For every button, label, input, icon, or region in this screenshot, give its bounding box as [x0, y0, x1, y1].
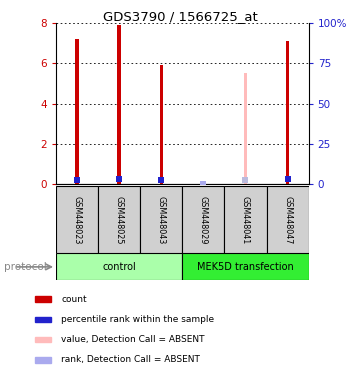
- Text: GSM448029: GSM448029: [199, 195, 208, 244]
- Bar: [35, 357, 51, 362]
- Bar: [266, 186, 309, 253]
- Bar: [35, 337, 51, 343]
- Bar: [160, 65, 163, 184]
- Bar: [35, 296, 51, 302]
- Text: MEK5D transfection: MEK5D transfection: [197, 262, 294, 272]
- Bar: [182, 253, 309, 280]
- Text: GSM448047: GSM448047: [283, 196, 292, 244]
- Bar: [75, 39, 79, 184]
- Bar: [117, 25, 121, 184]
- Text: count: count: [61, 295, 87, 304]
- Text: GDS3790 / 1566725_at: GDS3790 / 1566725_at: [103, 10, 258, 23]
- Text: control: control: [102, 262, 136, 272]
- Text: GSM448023: GSM448023: [73, 196, 82, 244]
- Text: value, Detection Call = ABSENT: value, Detection Call = ABSENT: [61, 335, 205, 344]
- Bar: [56, 186, 98, 253]
- Bar: [35, 316, 51, 322]
- Bar: [182, 186, 225, 253]
- Bar: [56, 253, 182, 280]
- Text: GSM448043: GSM448043: [157, 196, 166, 244]
- Bar: [286, 41, 289, 184]
- Text: protocol: protocol: [4, 262, 46, 272]
- Text: percentile rank within the sample: percentile rank within the sample: [61, 315, 214, 324]
- Text: GSM448025: GSM448025: [115, 195, 123, 244]
- Bar: [98, 186, 140, 253]
- Bar: [140, 186, 182, 253]
- Text: rank, Detection Call = ABSENT: rank, Detection Call = ABSENT: [61, 355, 200, 364]
- Text: GSM448041: GSM448041: [241, 196, 250, 244]
- Bar: [244, 73, 247, 184]
- Bar: [225, 186, 266, 253]
